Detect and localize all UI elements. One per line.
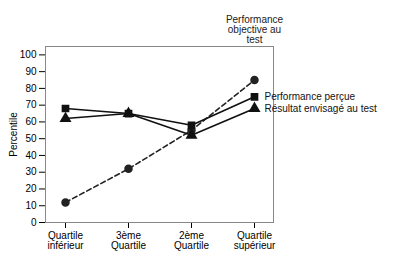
svg-text:50: 50 [25, 133, 37, 144]
svg-text:Percentile: Percentile [8, 112, 19, 157]
svg-text:10: 10 [25, 200, 37, 211]
svg-text:Performance perçue: Performance perçue [265, 91, 356, 102]
svg-text:80: 80 [25, 83, 37, 94]
svg-text:Résultat envisagé au test: Résultat envisagé au test [265, 103, 378, 114]
svg-text:60: 60 [25, 116, 37, 127]
svg-text:Quartileinférieur: Quartileinférieur [47, 230, 84, 251]
svg-text:3èmeQuartile: 3èmeQuartile [111, 230, 146, 251]
svg-text:Performanceobjective autest: Performanceobjective autest [226, 14, 284, 45]
svg-text:100: 100 [20, 49, 37, 60]
svg-text:Quartilesupérieur: Quartilesupérieur [234, 230, 276, 251]
svg-text:70: 70 [25, 99, 37, 110]
svg-text:90: 90 [25, 66, 37, 77]
svg-text:20: 20 [25, 183, 37, 194]
svg-text:2èmeQuartile: 2èmeQuartile [174, 230, 209, 251]
svg-text:0: 0 [31, 217, 37, 228]
svg-text:40: 40 [25, 150, 37, 161]
svg-text:30: 30 [25, 166, 37, 177]
